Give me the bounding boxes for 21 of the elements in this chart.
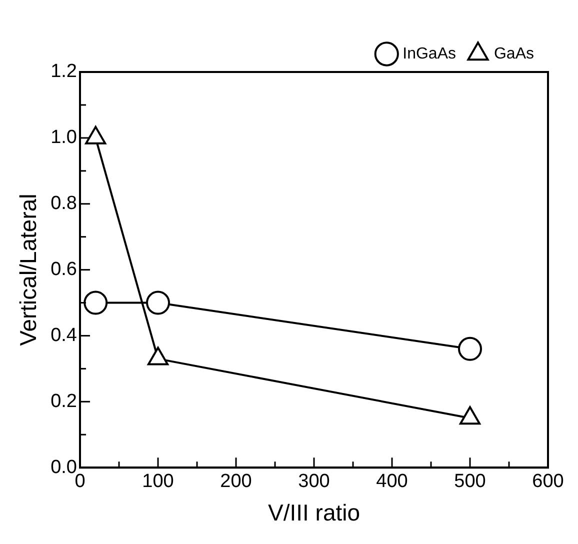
point xyxy=(458,336,482,361)
x-tick-label: 400 xyxy=(376,471,408,492)
y-tick-label: 0.6 xyxy=(50,259,78,280)
legend-label: GaAs xyxy=(494,45,534,62)
x-tick-label: 100 xyxy=(142,471,174,492)
x-axis-title: V/III ratio xyxy=(268,500,360,526)
y-tick-label: 0.4 xyxy=(50,324,78,346)
point xyxy=(84,290,108,315)
x-tick-label: 0 xyxy=(74,471,86,492)
text: 1.0 xyxy=(50,127,78,148)
x-tick-label: 200 xyxy=(220,471,252,492)
point xyxy=(85,126,106,144)
x-tick-label: 300 xyxy=(298,471,330,492)
y-tick-label: 0.2 xyxy=(50,390,78,412)
point xyxy=(146,290,170,315)
x-tick-label: 600 xyxy=(532,471,564,492)
y-tick-label: 1.2 xyxy=(50,61,78,82)
x-tick-label: 500 xyxy=(454,471,486,492)
legend-label: InGaAs xyxy=(402,45,456,62)
y-tick-label: 0.8 xyxy=(50,193,78,214)
y-axis-title: Vertical/Lateral xyxy=(15,194,42,346)
